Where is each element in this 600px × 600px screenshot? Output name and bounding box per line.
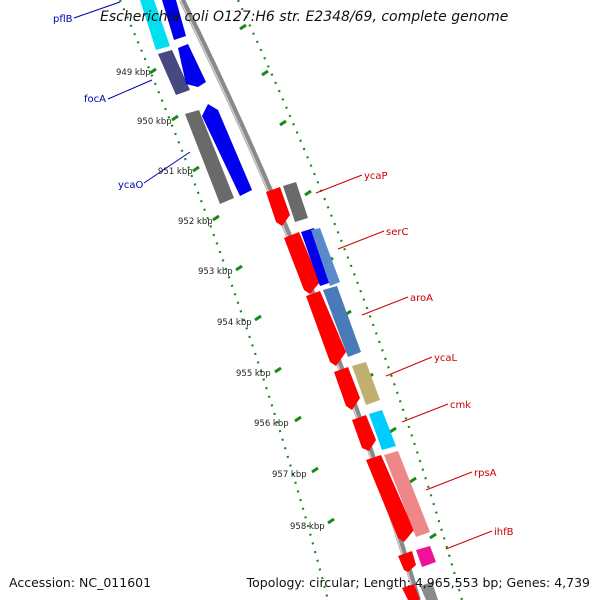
kbp-label: 956 kbp xyxy=(254,419,289,429)
feature-blue xyxy=(301,228,332,286)
feature-grey xyxy=(283,182,308,222)
kbp-label: 958 kbp xyxy=(290,522,325,532)
feature-blue-long-arrow xyxy=(202,104,252,196)
leader-line xyxy=(445,530,493,550)
gene-label-ycap[interactable]: ycaP xyxy=(364,171,388,182)
kbp-label: 955 kbp xyxy=(236,369,271,379)
reverse-strand-features xyxy=(140,0,252,204)
feature-khaki xyxy=(352,362,380,405)
feature-steelblue xyxy=(323,286,361,357)
feature-blue-top xyxy=(162,0,186,40)
forward-strand-features xyxy=(266,182,438,600)
leader-line xyxy=(425,471,473,491)
leader-line xyxy=(361,296,409,316)
leader-line xyxy=(401,403,449,423)
feature-pink xyxy=(384,451,430,537)
feature-grey-long xyxy=(185,110,234,204)
feature-red xyxy=(266,187,290,226)
gene-label-ycao[interactable]: ycaO xyxy=(118,180,144,191)
right-gene-labels: ycaP serC aroA ycaL cmk rpsA ihfB xyxy=(315,171,514,550)
kbp-label: 954 kbp xyxy=(217,318,252,328)
feature-cyan xyxy=(369,410,396,450)
gene-label-serc[interactable]: serC xyxy=(386,227,408,238)
gene-label-cmk[interactable]: cmk xyxy=(450,400,471,411)
feature-red xyxy=(334,367,360,410)
leader-line xyxy=(337,230,385,250)
feature-red-long xyxy=(366,455,414,542)
gene-label-pflb[interactable]: pflB xyxy=(53,14,73,25)
topology-label: Topology: circular; Length: 4,965,553 bp… xyxy=(246,575,590,590)
feature-red xyxy=(352,415,376,451)
gene-label-foca[interactable]: focA xyxy=(84,94,106,105)
outer-ruler xyxy=(237,0,464,600)
gene-label-rpsa[interactable]: rpsA xyxy=(474,468,497,479)
feature-magenta xyxy=(416,546,436,567)
leader-line xyxy=(385,356,433,377)
feature-red xyxy=(306,291,346,366)
feature-red xyxy=(398,551,416,572)
gene-label-ycal[interactable]: ycaL xyxy=(434,353,458,364)
feature-grey-bottom xyxy=(420,582,438,600)
gene-label-aroa[interactable]: aroA xyxy=(410,293,433,304)
leader-line xyxy=(315,174,363,194)
leader-line xyxy=(143,151,191,184)
backbone-highlight xyxy=(179,0,417,600)
kbp-labels: 949 kbp 950 kbp 951 kbp 952 kbp 953 kbp … xyxy=(116,68,325,532)
feature-slate xyxy=(158,50,190,95)
genome-title: Escherichia coli O127:H6 str. E2348/69, … xyxy=(100,9,509,25)
leader-line xyxy=(73,1,121,19)
left-gene-labels: pflB focA ycaO xyxy=(53,1,191,191)
backbone-line xyxy=(179,0,421,600)
kbp-label: 951 kbp xyxy=(158,167,193,177)
kbp-label: 950 kbp xyxy=(137,117,172,127)
kbp-label: 949 kbp xyxy=(116,68,151,78)
kbp-label: 957 kbp xyxy=(272,470,307,480)
leader-line xyxy=(107,79,153,100)
feature-cyan-top xyxy=(140,0,170,50)
inner-ruler xyxy=(118,0,330,600)
feature-steelblue xyxy=(311,228,340,286)
kbp-label: 952 kbp xyxy=(178,217,213,227)
kbp-label: 953 kbp xyxy=(198,267,233,277)
feature-blue-arrow xyxy=(178,44,206,87)
inner-ruler-major-ticks xyxy=(149,67,335,525)
accession-label: Accession: NC_011601 xyxy=(9,575,152,590)
gene-label-ihfb[interactable]: ihfB xyxy=(494,527,514,538)
feature-red-bottom xyxy=(402,584,420,600)
feature-red xyxy=(284,232,320,294)
